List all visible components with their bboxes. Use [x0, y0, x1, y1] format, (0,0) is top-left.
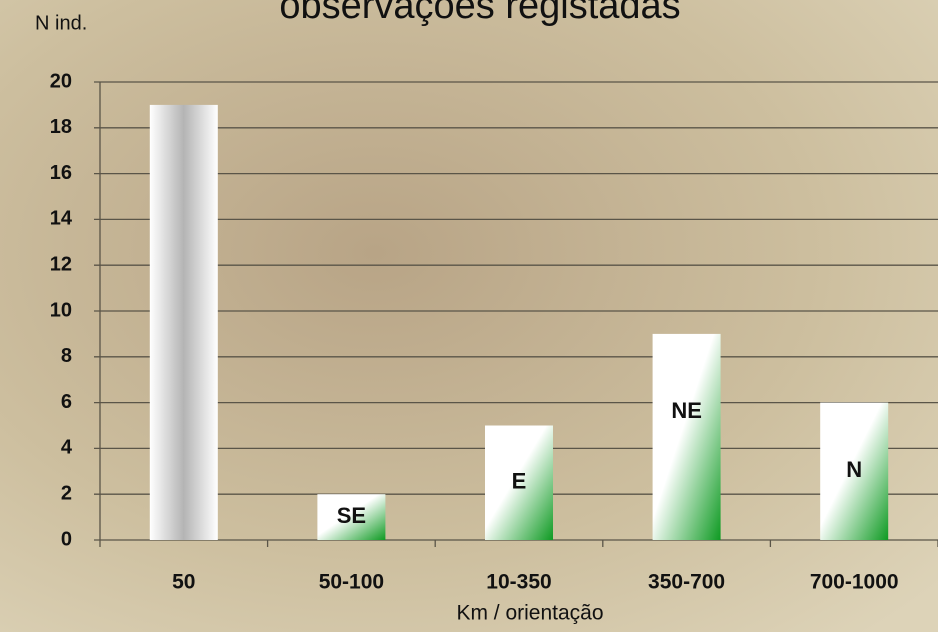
- y-tick-label: 0: [61, 528, 72, 550]
- background: [0, 0, 938, 632]
- y-tick-label: 20: [50, 70, 72, 92]
- y-tick-label: 12: [50, 253, 72, 275]
- bar: [150, 105, 218, 540]
- bar: [653, 334, 721, 540]
- y-tick-label: 10: [50, 299, 72, 321]
- bar-label: NE: [671, 398, 702, 423]
- page: observações registadas N ind. Km / orien…: [0, 0, 938, 632]
- y-tick-label: 6: [61, 391, 72, 413]
- y-tick-label: 8: [61, 345, 72, 367]
- y-tick-label: 16: [50, 162, 72, 184]
- bar-label: E: [512, 469, 527, 494]
- x-tick-label: 50-100: [319, 571, 384, 594]
- x-tick-label: 350-700: [648, 571, 725, 594]
- bar-label: SE: [337, 503, 366, 528]
- y-tick-label: 4: [61, 437, 73, 459]
- y-tick-label: 18: [50, 116, 72, 138]
- chart-title: observações registadas: [279, 0, 680, 27]
- y-axis-label: N ind.: [35, 12, 87, 34]
- x-tick-label: 10-350: [486, 571, 551, 594]
- y-tick-label: 14: [50, 208, 73, 230]
- chart: observações registadas N ind. Km / orien…: [0, 0, 938, 632]
- y-tick-label: 2: [61, 482, 72, 504]
- bar-label: N: [846, 457, 862, 482]
- x-axis-label: Km / orientação: [456, 602, 603, 625]
- x-tick-label: 700-1000: [810, 571, 899, 594]
- x-tick-label: 50: [172, 571, 195, 594]
